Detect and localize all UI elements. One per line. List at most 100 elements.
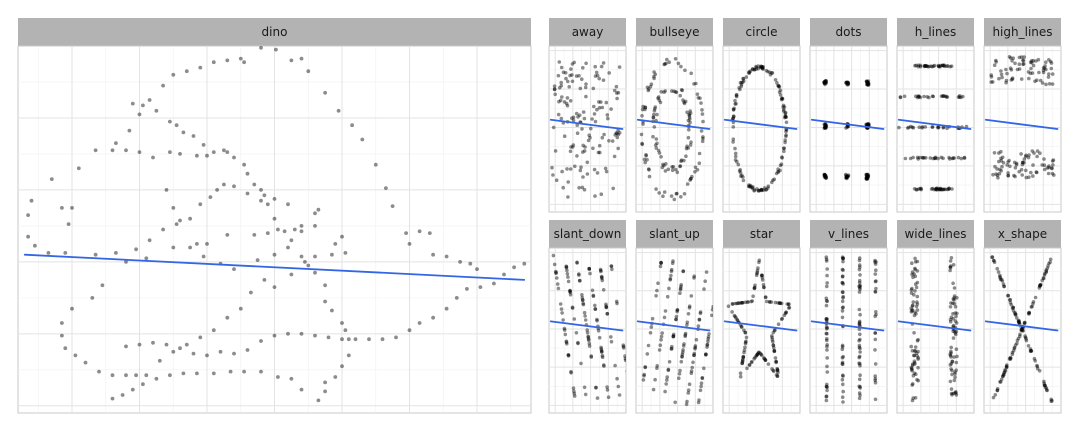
data-point: [612, 88, 617, 93]
data-point: [1014, 163, 1019, 167]
data-point: [787, 306, 791, 310]
data-point: [779, 97, 784, 102]
data-point: [581, 110, 586, 114]
data-point: [774, 359, 778, 364]
data-point: [781, 105, 785, 109]
data-point: [565, 268, 569, 273]
data-point: [564, 266, 569, 270]
data-point: [76, 166, 81, 171]
data-point: [758, 351, 763, 356]
data-point: [777, 85, 782, 89]
data-point: [580, 127, 584, 131]
data-point: [741, 76, 745, 81]
data-point: [1017, 318, 1021, 323]
data-point: [840, 280, 845, 285]
data-point: [750, 186, 755, 190]
data-point: [245, 348, 250, 352]
data-point: [552, 84, 557, 88]
data-point: [674, 90, 679, 95]
data-point: [916, 337, 920, 342]
plot-content: [723, 248, 800, 413]
data-point: [768, 70, 772, 75]
data-point: [559, 307, 564, 311]
data-point: [766, 184, 771, 188]
data-point: [147, 98, 152, 102]
data-point: [991, 80, 995, 84]
data-point: [913, 282, 918, 287]
data-point: [1010, 352, 1015, 357]
data-point: [178, 218, 182, 223]
data-point: [1008, 56, 1013, 60]
data-point: [1019, 167, 1024, 172]
data-point: [757, 350, 761, 355]
data-point: [700, 139, 705, 144]
data-point: [658, 343, 663, 348]
data-point: [1024, 336, 1028, 341]
plot-area: [809, 45, 888, 213]
data-point: [844, 175, 849, 180]
data-point: [1035, 149, 1040, 153]
data-point: [824, 175, 828, 179]
data-point: [957, 94, 962, 98]
data-point: [1035, 78, 1039, 82]
data-point: [939, 155, 944, 160]
data-point: [669, 346, 674, 351]
data-point: [606, 116, 610, 121]
data-point: [303, 260, 307, 264]
data-point: [953, 391, 957, 395]
data-point: [276, 375, 280, 379]
data-point: [1021, 59, 1026, 63]
data-point: [604, 305, 609, 310]
data-point: [954, 368, 958, 373]
data-point: [913, 266, 917, 271]
data-point: [576, 115, 580, 119]
data-point: [568, 292, 573, 297]
data-point: [823, 122, 827, 127]
data-point: [771, 339, 775, 344]
data-point: [154, 376, 159, 381]
data-point: [866, 173, 870, 178]
data-point: [560, 95, 564, 99]
data-point: [475, 267, 479, 271]
data-point: [330, 252, 334, 257]
data-point: [704, 352, 708, 357]
data-point: [593, 303, 597, 308]
data-point: [144, 373, 149, 378]
data-point: [857, 256, 862, 260]
data-point: [653, 72, 658, 77]
data-point: [991, 395, 996, 400]
data-point: [607, 139, 611, 143]
data-point: [823, 79, 827, 84]
data-point: [1022, 55, 1026, 59]
data-point: [599, 192, 604, 196]
data-point: [649, 82, 654, 86]
data-point: [585, 330, 590, 335]
data-point: [1002, 370, 1007, 375]
data-point: [427, 231, 432, 236]
data-point: [562, 326, 567, 331]
data-point: [858, 350, 862, 354]
data-point: [910, 367, 914, 372]
data-point: [1007, 55, 1012, 59]
data-point: [454, 296, 459, 300]
data-point: [1008, 66, 1013, 70]
data-point: [822, 173, 827, 177]
data-point: [840, 290, 845, 294]
data-point: [776, 370, 780, 375]
data-point: [1042, 167, 1047, 172]
data-point: [1035, 154, 1039, 159]
data-point: [823, 125, 827, 130]
data-point: [685, 399, 689, 404]
data-point: [692, 353, 696, 358]
data-point: [1017, 321, 1021, 325]
data-point: [942, 187, 946, 192]
data-point: [930, 64, 934, 69]
plot-content: [897, 46, 974, 212]
data-point: [570, 116, 574, 120]
data-point: [114, 251, 118, 255]
data-point: [614, 131, 619, 135]
data-point: [1001, 161, 1006, 165]
data-point: [655, 288, 659, 293]
data-point: [825, 281, 829, 285]
data-point: [911, 303, 915, 308]
